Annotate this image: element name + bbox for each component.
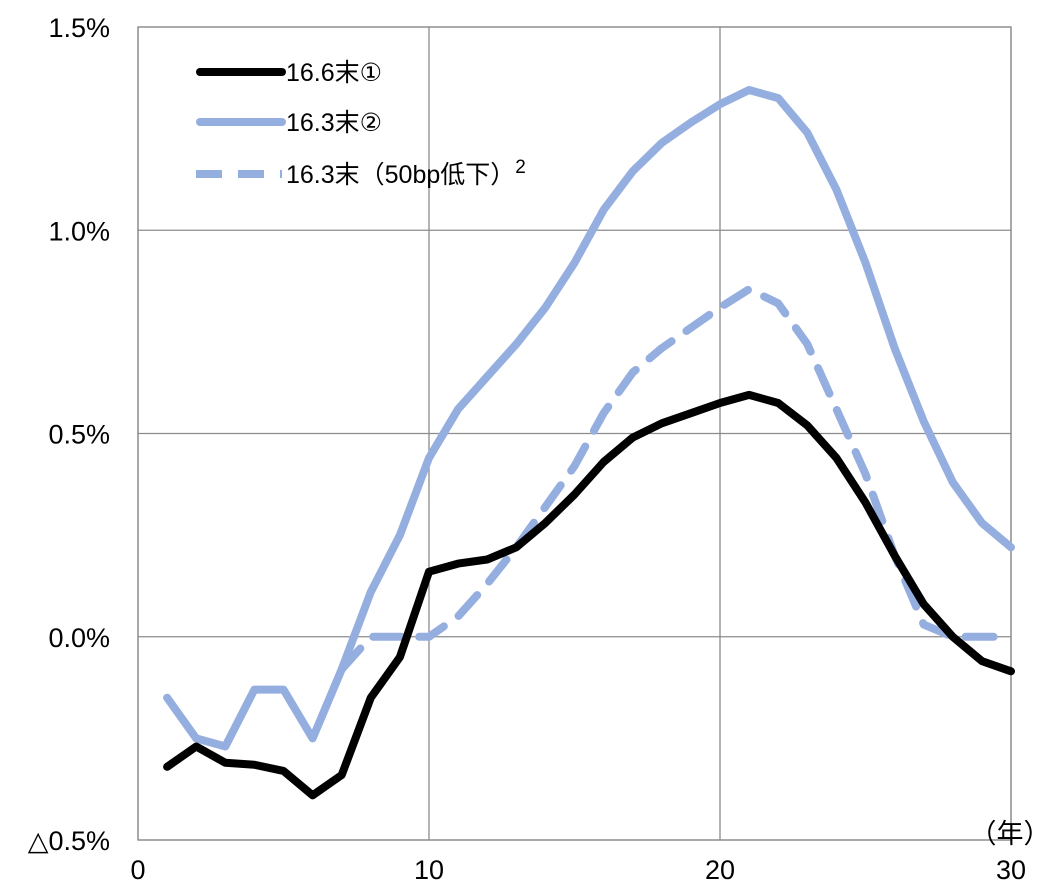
axis-labels: △0.5% 0.0% 0.5% 1.0% 1.5% 0 10 20 30 [28, 13, 1026, 885]
y-tick-label: 0.0% [48, 623, 110, 653]
x-tick-label: 20 [705, 855, 735, 885]
grid-layer [138, 27, 1011, 840]
legend-label-text: 16.6末① [286, 59, 382, 87]
x-tick-label: 0 [130, 855, 145, 885]
legend-label-2: 16.3末② [286, 109, 382, 137]
x-tick-label: 10 [414, 855, 444, 885]
series-line-1 [167, 395, 1011, 795]
y-tick-label: 1.0% [48, 216, 110, 246]
legend-label-1: 16.6末① [286, 59, 382, 87]
y-tick-label: △0.5% [28, 826, 110, 856]
y-tick-label: 1.5% [48, 13, 110, 43]
x-axis-unit-label: （年） [970, 819, 1042, 849]
legend-label-text: 16.3末（50bp低下） [286, 161, 515, 189]
legend-superscript: 2 [515, 157, 526, 178]
x-tick-label: 30 [996, 855, 1026, 885]
legend-label-text: 16.3末② [286, 109, 382, 137]
legend-label-3: 16.3末（50bp低下）2 [286, 157, 526, 189]
series-line-3 [342, 289, 1011, 669]
series-layer [167, 90, 1011, 795]
y-tick-label: 0.5% [48, 420, 110, 450]
legend: 16.6末① 16.3末② 16.3末（50bp低下）2 [196, 59, 526, 189]
